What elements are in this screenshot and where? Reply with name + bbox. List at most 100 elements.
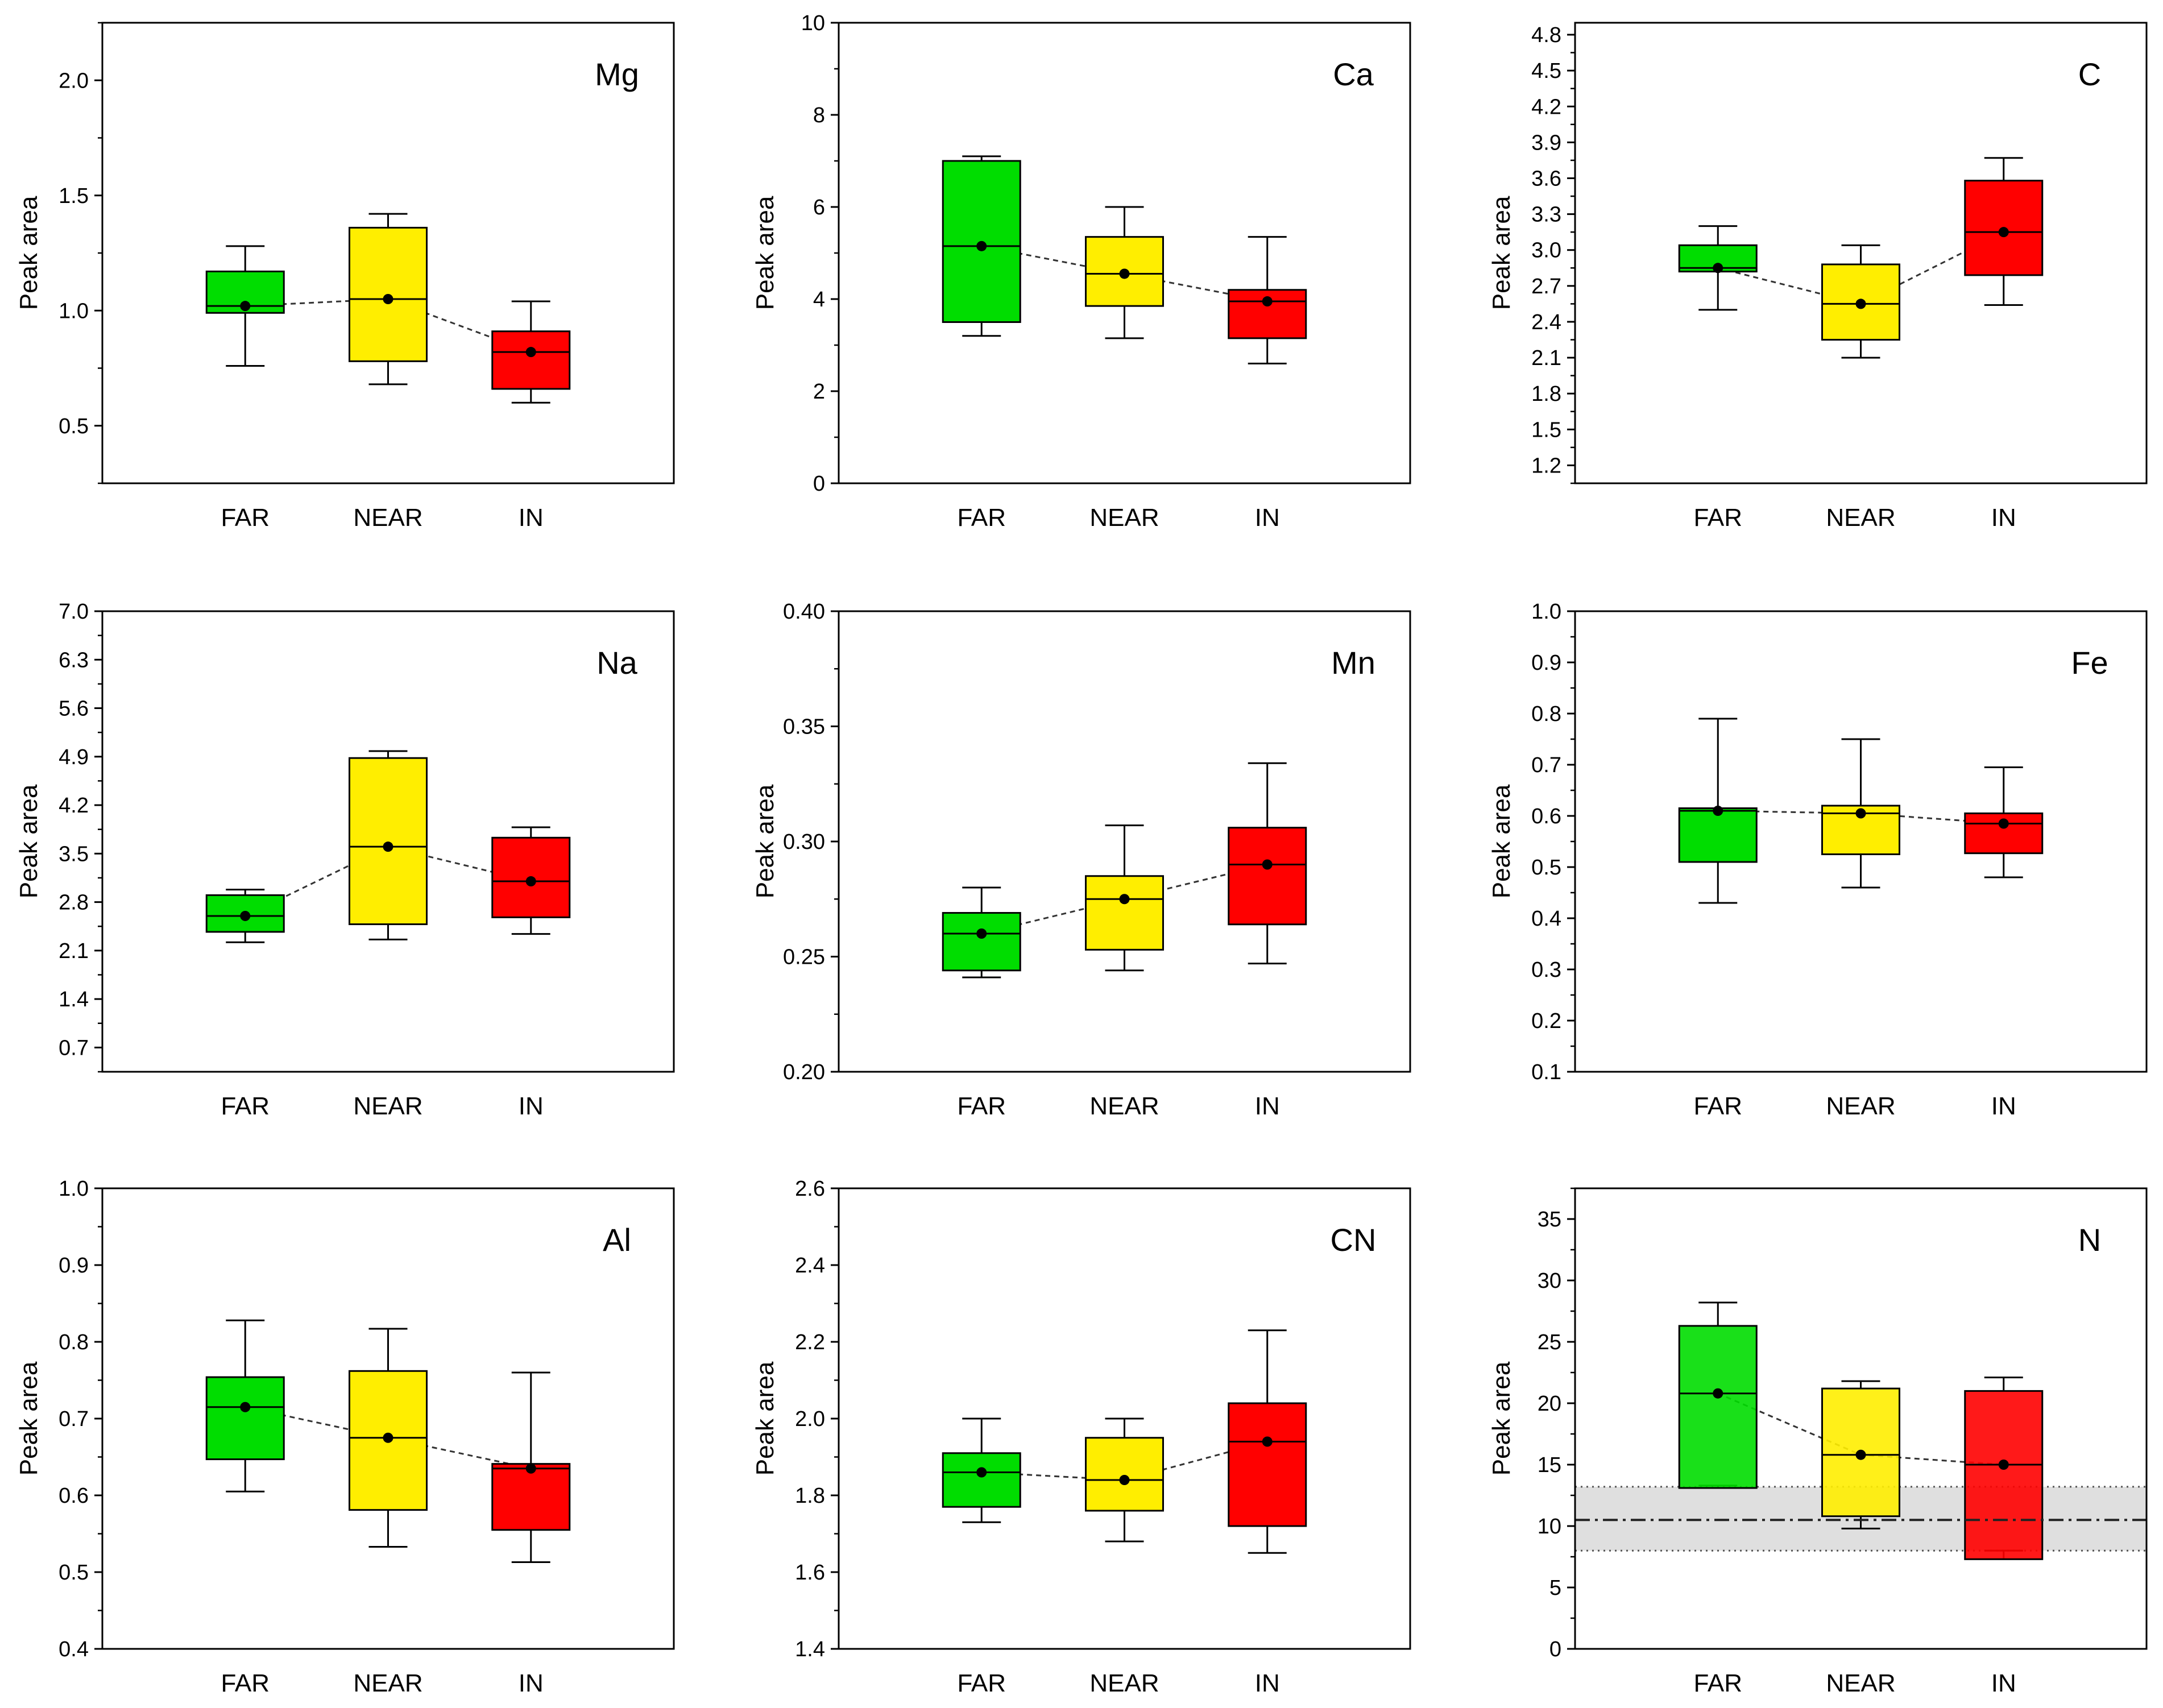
mean-marker <box>1713 806 1723 816</box>
y-tick-label: 2.8 <box>59 891 89 915</box>
box-near: NEAR <box>349 750 428 1120</box>
y-tick-label: 0.6 <box>1531 805 1561 828</box>
y-axis-title: Peak area <box>751 784 779 898</box>
box-in: IN <box>1228 1329 1307 1697</box>
box-far: FAR <box>942 886 1021 1120</box>
y-tick-label: 0.25 <box>783 946 825 969</box>
y-tick-label: 0.6 <box>59 1484 89 1508</box>
mean-marker <box>1262 859 1273 870</box>
y-tick-label: 5.6 <box>59 697 89 721</box>
mean-marker <box>240 1402 251 1412</box>
y-tick-label: 1.8 <box>795 1484 825 1508</box>
panel-title: Mg <box>595 56 639 92</box>
category-label: IN <box>1991 1092 2016 1120</box>
y-tick-label: 2.0 <box>795 1407 825 1431</box>
plot-frame <box>1574 22 2148 484</box>
box-iqr <box>491 330 571 390</box>
category-label: FAR <box>1693 1669 1742 1697</box>
box-iqr <box>1964 1390 2044 1560</box>
mean-marker <box>383 1432 393 1443</box>
box-in: IN <box>1228 236 1307 532</box>
box-in: IN <box>1228 762 1307 1120</box>
panel-cn: 1.4 1.6 1.8 2.0 2.2 2.4 2.6 Peak area CN FAR NEAR I… <box>751 1177 1411 1697</box>
y-axis-title: Peak area <box>1487 784 1515 898</box>
plot-frame <box>1574 610 2148 1073</box>
panel-na: 0.7 1.4 2.1 2.8 3.5 4.2 4.9 5.6 6.3 7.0 Peak area N… <box>15 600 675 1120</box>
mean-marker <box>383 841 393 852</box>
y-tick-label: 3.6 <box>1531 167 1561 191</box>
y-tick-label: 2.4 <box>1531 310 1561 334</box>
mean-marker <box>1713 263 1723 273</box>
y-tick-label: 0.7 <box>1531 753 1561 777</box>
panel-title: N <box>2078 1222 2101 1258</box>
y-tick-label: 7.0 <box>59 600 89 624</box>
panel-fe: 0.1 0.2 0.3 0.4 0.5 0.6 0.7 0.8 0.9 1.0 Peak area F… <box>1487 600 2148 1120</box>
y-tick-label: 6 <box>813 196 825 219</box>
panel-title: C <box>2078 56 2101 92</box>
box-far: FAR <box>205 1319 285 1697</box>
y-axis-title: Peak area <box>751 1361 779 1475</box>
mean-marker <box>1119 1475 1130 1485</box>
y-tick-label: 4.2 <box>59 794 89 818</box>
mean-marker <box>525 876 536 887</box>
category-label: NEAR <box>1826 1092 1895 1120</box>
y-tick-label: 3.9 <box>1531 131 1561 155</box>
category-label: NEAR <box>1826 1669 1895 1697</box>
category-label: FAR <box>957 1669 1006 1697</box>
y-tick-label: 15 <box>1538 1453 1561 1477</box>
y-tick-label: 0.7 <box>59 1036 89 1060</box>
y-tick-label: 3.3 <box>1531 203 1561 227</box>
box-near: NEAR <box>1085 1417 1164 1697</box>
mean-trend-line <box>981 1441 1268 1481</box>
y-tick-label: 25 <box>1538 1330 1561 1354</box>
category-label: FAR <box>221 504 270 532</box>
category-label: IN <box>1255 1669 1280 1697</box>
box-iqr <box>1964 180 2044 276</box>
mean-trend-line <box>245 298 532 353</box>
y-tick-label: 0.4 <box>59 1637 89 1661</box>
y-tick-label: 1.5 <box>59 184 89 208</box>
box-near: NEAR <box>1085 824 1164 1120</box>
y-tick-label: 5 <box>1549 1576 1561 1600</box>
box-near: NEAR <box>349 1328 428 1697</box>
mean-marker <box>1998 227 2009 238</box>
y-tick-label: 3.0 <box>1531 239 1561 263</box>
plot-frame <box>101 22 675 484</box>
y-tick-label: 1.2 <box>1531 454 1561 478</box>
panel-n: 0 5 10 15 20 25 30 35 Peak area N FAR NEAR IN <box>1487 1187 2148 1697</box>
category-label: FAR <box>221 1669 270 1697</box>
mean-trend-line <box>1718 810 2004 824</box>
box-near: NEAR <box>1821 244 1900 532</box>
y-tick-label: 4.2 <box>1531 95 1561 119</box>
y-tick-label: 0.20 <box>783 1060 825 1084</box>
y-tick-label: 2.2 <box>795 1330 825 1354</box>
y-tick-label: 1.0 <box>59 1177 89 1201</box>
box-in: IN <box>1964 766 2044 1120</box>
box-iqr <box>942 912 1021 972</box>
plot-frame <box>101 1187 675 1650</box>
y-tick-label: 4.9 <box>59 745 89 769</box>
category-label: FAR <box>1693 504 1742 532</box>
y-tick-label: 2 <box>813 380 825 404</box>
category-label: NEAR <box>353 1092 422 1120</box>
y-tick-label: 1.8 <box>1531 382 1561 406</box>
mean-marker <box>1262 296 1273 307</box>
y-axis-title: Peak area <box>15 196 43 310</box>
y-tick-label: 35 <box>1538 1208 1561 1232</box>
y-tick-label: 0.4 <box>1531 907 1561 931</box>
y-tick-label: 0.1 <box>1531 1060 1561 1084</box>
y-tick-label: 2.4 <box>795 1254 825 1278</box>
y-tick-label: 1.5 <box>1531 418 1561 442</box>
category-label: IN <box>1255 1092 1280 1120</box>
box-iqr <box>942 1452 1021 1508</box>
category-label: NEAR <box>353 1669 422 1697</box>
y-tick-label: 2.1 <box>59 939 89 963</box>
y-tick-label: 1.4 <box>59 988 89 1011</box>
box-far: FAR <box>1678 225 1758 532</box>
box-in: IN <box>491 1371 571 1697</box>
box-iqr <box>1678 807 1758 863</box>
panel-title: Ca <box>1333 56 1374 92</box>
box-near: NEAR <box>1821 738 1900 1120</box>
category-label: IN <box>1991 1669 2016 1697</box>
